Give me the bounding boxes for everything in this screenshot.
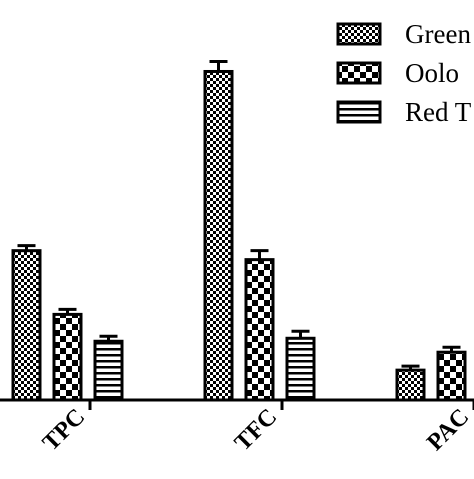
legend-label-1: Green	[405, 19, 471, 49]
x-tick-label-tfc: TFC	[230, 404, 282, 456]
legend: Green Oolo Red T	[336, 19, 472, 127]
bar-pac-series-1	[395, 368, 426, 402]
legend-swatch-2	[336, 61, 382, 85]
x-tick-label-tpc: TPC	[38, 404, 90, 456]
legend-swatch-3	[336, 100, 382, 124]
x-tick-label-pac: PAC	[422, 404, 474, 456]
bar-tpc-series-1	[11, 249, 42, 402]
bar-tfc-series-2	[244, 258, 275, 402]
legend-swatch-1	[336, 22, 382, 46]
bar-tfc-series-3	[285, 336, 316, 402]
legend-label-3: Red T	[405, 97, 472, 127]
legend-label-2: Oolo	[405, 58, 459, 88]
bar-pac-series-2	[436, 350, 467, 402]
bar-tpc-series-2	[52, 312, 83, 402]
bar-tfc-series-1	[203, 69, 234, 402]
bar-tpc-series-3	[93, 339, 124, 402]
